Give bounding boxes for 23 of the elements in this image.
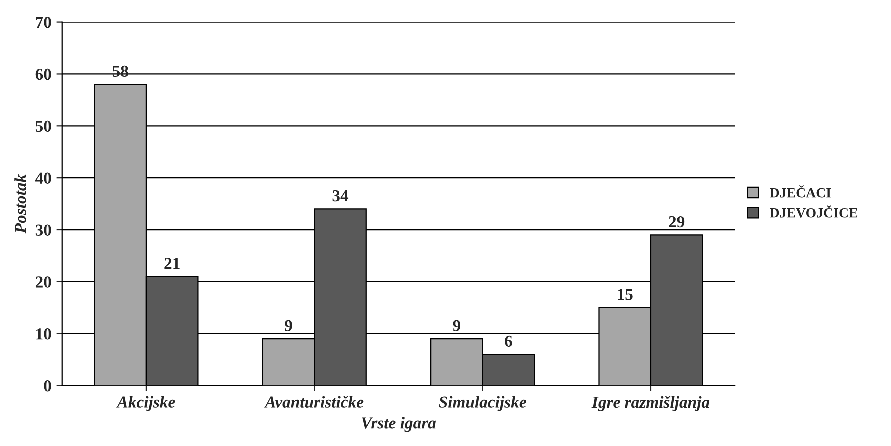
data-label: 29: [669, 216, 685, 228]
x-axis-title: Vrste igara: [362, 417, 436, 432]
data-label: 9: [285, 320, 292, 332]
y-tick-label: 30: [36, 224, 52, 236]
y-tick-label: 70: [36, 17, 52, 28]
y-tick-label: 60: [36, 68, 52, 80]
y-tick-label: 40: [36, 172, 52, 184]
data-label: 15: [618, 289, 633, 300]
data-label: 21: [164, 258, 180, 270]
data-label: 34: [332, 190, 349, 202]
y-tick-label: 10: [36, 328, 52, 340]
y-tick-label: 0: [44, 380, 52, 392]
x-tick-label: Akcijske: [116, 396, 176, 412]
data-label: 6: [505, 336, 512, 348]
x-tick-label: Igre razmišljanja: [592, 396, 710, 412]
legend-label: DJEČACI: [770, 186, 832, 198]
data-label: 9: [453, 320, 460, 332]
y-axis-title: Postotak: [14, 174, 26, 234]
legend-label: DJEVOJČICE: [770, 206, 858, 218]
y-tick-label: 20: [36, 276, 52, 288]
y-tick-label: 50: [36, 120, 52, 132]
x-tick-label: Simulacijske: [439, 396, 526, 412]
x-tick-label: Avanturističke: [264, 396, 364, 408]
